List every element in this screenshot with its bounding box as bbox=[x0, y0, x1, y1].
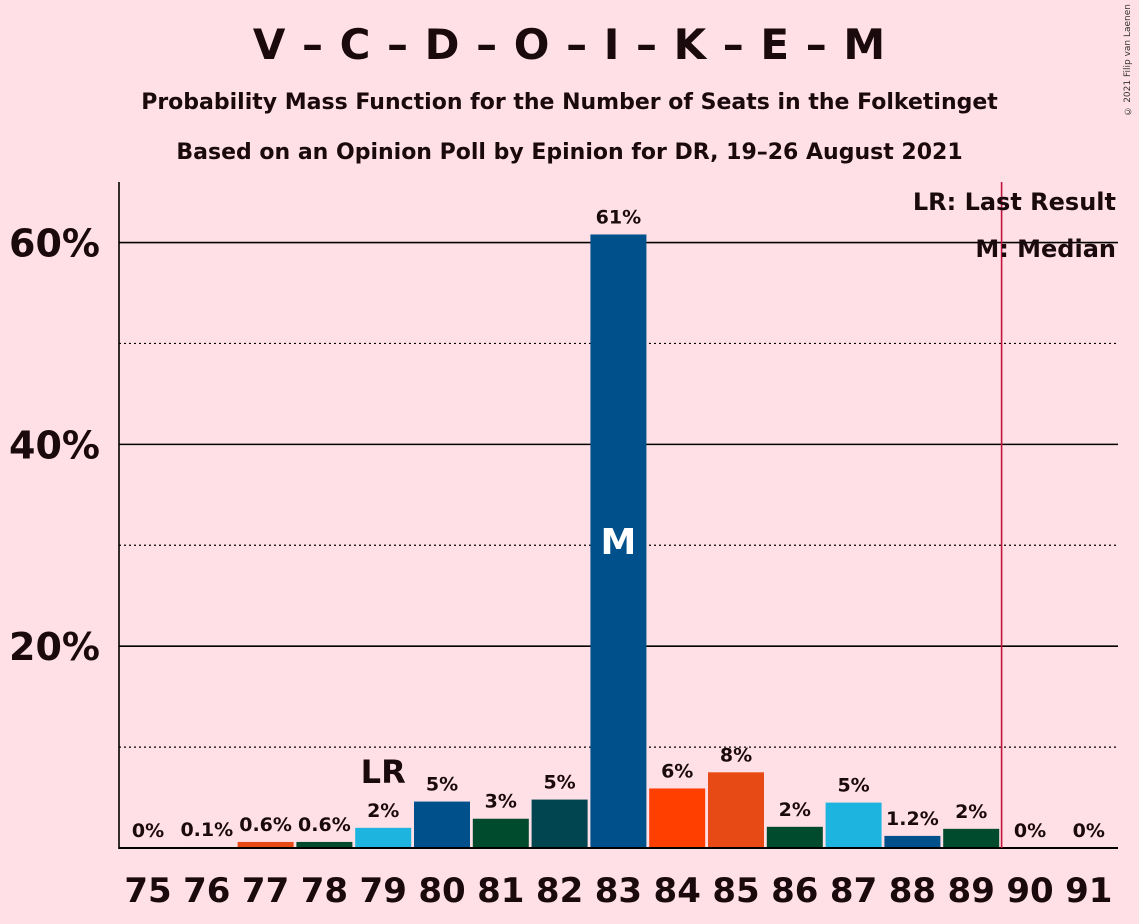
data-label-82: 5% bbox=[543, 772, 575, 794]
bar-86 bbox=[766, 826, 823, 848]
x-tick-label-81: 81 bbox=[477, 871, 524, 911]
bar-87 bbox=[825, 802, 882, 848]
x-tick-label-76: 76 bbox=[183, 871, 230, 911]
data-label-75: 0% bbox=[132, 820, 164, 842]
bar-78 bbox=[296, 841, 353, 848]
data-label-83: 61% bbox=[596, 206, 641, 228]
x-tick-label-89: 89 bbox=[948, 871, 995, 911]
data-label-84: 6% bbox=[661, 760, 693, 782]
x-tick-label-87: 87 bbox=[830, 871, 877, 911]
data-label-78: 0.6% bbox=[298, 814, 351, 836]
last-result-marker: LR bbox=[361, 753, 406, 791]
legend-median: M: Median bbox=[975, 235, 1116, 263]
y-tick-labels: 20% 40% 60% bbox=[9, 222, 100, 670]
bar-85 bbox=[708, 772, 764, 848]
x-tick-label-84: 84 bbox=[654, 871, 701, 911]
data-label-87: 5% bbox=[837, 775, 869, 797]
bar-83 bbox=[590, 234, 647, 849]
data-label-76: 0.1% bbox=[180, 819, 233, 841]
chart-subtitle-poll: Based on an Opinion Poll by Epinion for … bbox=[176, 140, 963, 165]
bar-84 bbox=[649, 788, 706, 848]
y-tick-label: 20% bbox=[9, 625, 100, 669]
data-labels: 0% 0.1% 0.6% 0.6% 2% 5% 3% 5% 61% 6% 8% 2% 5% 1.2% 2% 0… bbox=[132, 206, 1105, 842]
bar-88 bbox=[884, 835, 941, 848]
x-tick-label-86: 86 bbox=[771, 871, 818, 911]
median-marker: M bbox=[600, 522, 636, 563]
data-label-81: 3% bbox=[485, 791, 517, 813]
data-label-80: 5% bbox=[426, 774, 458, 796]
bar-82 bbox=[531, 799, 588, 848]
x-tick-label-82: 82 bbox=[536, 871, 583, 911]
x-tick-label-77: 77 bbox=[242, 871, 289, 911]
x-tick-label-91: 91 bbox=[1065, 871, 1112, 911]
bar-81 bbox=[472, 818, 529, 848]
x-tick-label-90: 90 bbox=[1006, 871, 1053, 911]
x-tick-label-80: 80 bbox=[418, 871, 465, 911]
y-tick-label: 40% bbox=[9, 423, 100, 467]
x-tick-label-83: 83 bbox=[595, 871, 642, 911]
x-tick-label-79: 79 bbox=[360, 871, 407, 911]
data-label-79: 2% bbox=[367, 800, 399, 822]
data-label-86: 2% bbox=[779, 799, 811, 821]
x-tick-label-88: 88 bbox=[889, 871, 936, 911]
chart-title: V – C – D – O – I – K – E – M bbox=[252, 20, 887, 69]
data-label-90: 0% bbox=[1014, 820, 1046, 842]
x-tick-label-78: 78 bbox=[301, 871, 348, 911]
bar-77 bbox=[237, 841, 294, 848]
bar-80 bbox=[414, 801, 470, 848]
data-label-91: 0% bbox=[1073, 820, 1105, 842]
bar-89 bbox=[943, 828, 1000, 848]
y-tick-label: 60% bbox=[9, 222, 100, 266]
legend-last-result: LR: Last Result bbox=[913, 188, 1116, 216]
data-label-88: 1.2% bbox=[886, 808, 939, 830]
x-tick-label-75: 75 bbox=[124, 871, 171, 911]
bar-79 bbox=[355, 827, 412, 848]
data-label-77: 0.6% bbox=[239, 814, 292, 836]
data-label-85: 8% bbox=[720, 744, 752, 766]
data-label-89: 2% bbox=[955, 801, 987, 823]
chart-subtitle: Probability Mass Function for the Number… bbox=[141, 90, 998, 115]
x-tick-label-85: 85 bbox=[712, 871, 759, 911]
x-tick-labels: 75 76 77 78 79 80 81 82 83 84 85 86 87 88 89 90 91 bbox=[124, 871, 1112, 911]
bars bbox=[178, 234, 1000, 849]
